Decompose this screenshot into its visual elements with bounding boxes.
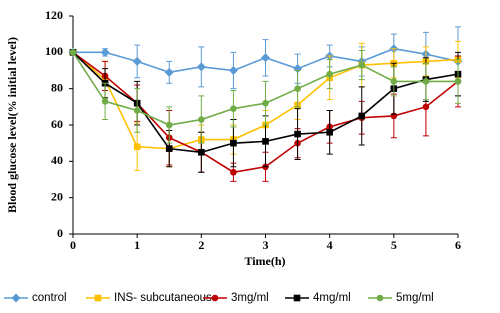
y-tick-label: 40 <box>51 153 63 167</box>
legend-label: 4mg/ml <box>313 292 351 304</box>
marker <box>454 78 462 85</box>
x-tick-label: 5 <box>391 238 397 252</box>
x-tick-label: 6 <box>455 238 461 252</box>
marker <box>132 56 142 66</box>
marker <box>133 107 141 114</box>
marker <box>294 130 301 138</box>
marker <box>165 121 173 129</box>
y-axis-label: Blood glucose level(% initial level) <box>5 37 19 213</box>
x-tick-label: 1 <box>134 238 140 252</box>
y-tick-label: 80 <box>51 80 63 94</box>
marker <box>230 139 237 147</box>
marker <box>230 105 237 112</box>
marker <box>326 128 333 136</box>
y-tick-label: 120 <box>45 8 63 22</box>
marker <box>358 112 366 120</box>
legend-marker <box>211 294 219 302</box>
marker <box>294 85 301 92</box>
marker <box>198 116 205 123</box>
x-tick-label: 2 <box>198 238 204 252</box>
x-tick-label: 0 <box>70 238 76 252</box>
legend-label: 5mg/ml <box>396 292 434 304</box>
marker <box>165 145 173 152</box>
legend-marker <box>94 294 102 302</box>
legend-label: 3mg/ml <box>231 292 269 304</box>
marker <box>69 49 77 56</box>
marker <box>133 143 141 151</box>
marker <box>101 98 109 105</box>
y-tick-label: 20 <box>51 189 63 203</box>
legend-marker <box>11 293 21 303</box>
marker <box>228 66 238 75</box>
x-tick-label: 3 <box>263 238 269 252</box>
legend-label: INS- subcutaneous <box>114 292 212 304</box>
marker <box>230 168 237 176</box>
marker <box>262 138 269 145</box>
marker <box>261 53 270 63</box>
marker <box>422 78 430 85</box>
legend-marker <box>376 294 384 302</box>
y-tick-label: 0 <box>57 226 63 240</box>
legend-marker <box>293 294 301 302</box>
y-tick-label: 100 <box>45 44 63 58</box>
marker <box>262 99 269 107</box>
x-axis-label: Time(h) <box>244 254 285 268</box>
marker <box>390 78 398 85</box>
marker <box>164 67 174 77</box>
marker <box>358 61 366 69</box>
marker <box>100 47 110 57</box>
x-tick-label: 4 <box>327 238 333 252</box>
legend-label: control <box>32 292 67 304</box>
y-tick-label: 60 <box>51 117 63 131</box>
marker <box>422 103 430 111</box>
marker <box>198 148 205 156</box>
marker <box>326 70 333 78</box>
marker <box>196 62 206 72</box>
